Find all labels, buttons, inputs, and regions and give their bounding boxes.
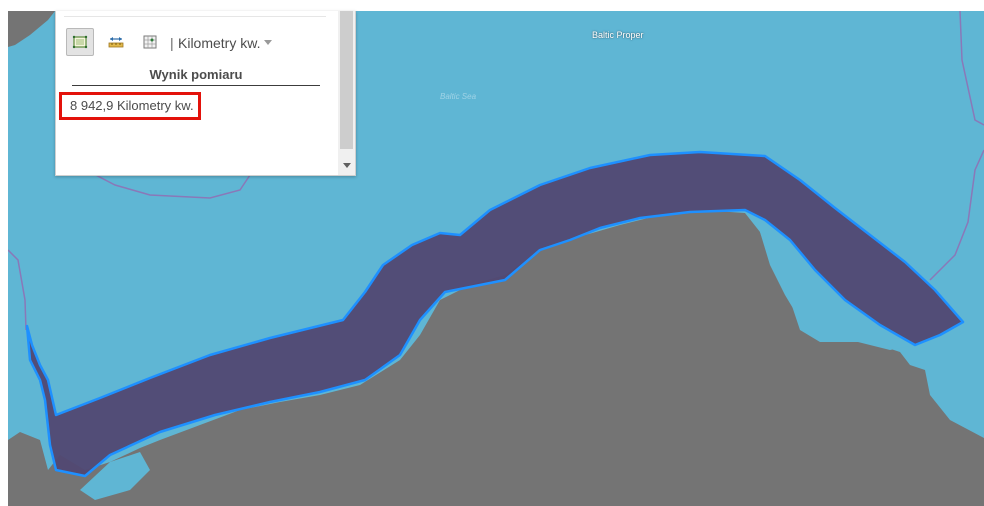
scrollbar-thumb[interactable] (340, 11, 353, 149)
sea-sub-label: Baltic Sea (440, 92, 476, 101)
unit-dropdown[interactable]: Kilometry kw. (178, 35, 260, 51)
boundary-line (960, 11, 984, 125)
result-divider (72, 85, 320, 86)
location-measure-icon (142, 34, 158, 50)
boundary-line (930, 150, 984, 280)
chevron-down-icon[interactable] (264, 40, 272, 45)
result-value: 8 942,9 Kilometry kw. (70, 98, 194, 113)
sea-label: Baltic Proper (592, 30, 644, 40)
unit-separator: | (170, 35, 174, 51)
panel-divider (64, 16, 326, 17)
land-tip-top-left (8, 11, 55, 47)
area-measure-icon (72, 34, 88, 50)
scroll-down-arrow-icon[interactable] (343, 163, 351, 168)
location-measure-button[interactable] (136, 28, 164, 56)
panel-scrollbar[interactable] (338, 11, 355, 175)
result-title: Wynik pomiaru (72, 67, 320, 82)
boundary-line (8, 250, 26, 330)
distance-measure-button[interactable] (102, 28, 130, 56)
distance-measure-icon (108, 34, 124, 50)
measurement-panel: | Kilometry kw. Wynik pomiaru 8 942,9 Ki… (55, 11, 356, 176)
area-measure-button[interactable] (66, 28, 94, 56)
